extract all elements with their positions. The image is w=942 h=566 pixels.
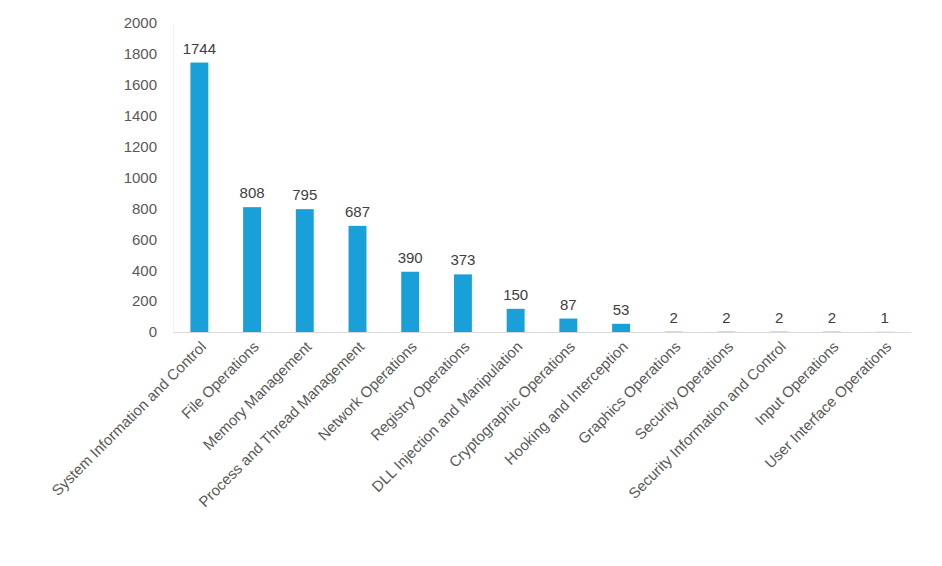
data-label: 150 [503,286,528,303]
x-tick-label: Network Operations [314,338,420,444]
bar [823,331,841,332]
y-tick-label: 200 [132,292,157,309]
plot: 0 200 400 600 800 1000 1200 1400 1600 1800 2000 Sys… [48,14,911,510]
y-tick: 800 [132,200,173,217]
data-label: 53 [613,301,630,318]
y-tick-label: 2000 [124,14,157,31]
data-label: 390 [398,249,423,266]
bar [349,226,367,332]
y-tick: 400 [132,262,173,279]
bar [507,309,525,332]
data-label: 373 [450,251,475,268]
data-label: 795 [292,186,317,203]
data-label: 687 [345,203,370,220]
y-tick: 2000 [124,14,173,31]
data-label: 2 [828,309,836,326]
x-axis: System Information and ControlFile Opera… [48,332,911,510]
bar [876,331,894,332]
data-label: 87 [560,296,577,313]
y-tick: 200 [132,292,173,309]
y-tick-label: 1200 [124,138,157,155]
y-tick-label: 1400 [124,107,157,124]
bar [770,331,788,332]
data-label: 2 [775,309,783,326]
y-tick-label: 1600 [124,76,157,93]
x-tick: Network Operations [314,332,420,444]
data-label: 2 [670,309,678,326]
y-axis-line [173,24,174,333]
data-label: 1 [880,309,888,326]
bar [718,331,736,332]
x-tick-label: Security Operations [631,338,736,443]
bar [612,324,630,332]
data-label: 808 [240,184,265,201]
bar [243,207,261,332]
data-label: 1744 [183,40,216,57]
bar [190,63,208,332]
y-tick: 1400 [124,107,173,124]
y-tick: 1800 [124,45,173,62]
x-tick: Registry Operations [367,332,473,444]
y-tick: 0 [149,323,173,340]
x-tick-label: User Interface Operations [761,338,894,471]
bar [559,319,577,332]
y-tick-label: 400 [132,262,157,279]
y-tick-label: 0 [149,323,157,340]
y-tick: 1600 [124,76,173,93]
x-tick: Graphics Operations [574,332,683,447]
y-tick: 1000 [124,169,173,186]
bar [401,272,419,332]
bar [665,331,683,332]
x-axis-line [174,332,912,333]
y-tick: 1200 [124,138,173,155]
y-tick: 600 [132,231,173,248]
data-label: 2 [722,309,730,326]
x-tick-label: System Information and Control [48,338,209,499]
chart: 0 200 400 600 800 1000 1200 1400 1600 1800 2000 Sys… [0,0,942,566]
bar [296,209,314,332]
y-tick-label: 1800 [124,45,157,62]
y-axis: 0 200 400 600 800 1000 1200 1400 1600 1800 2000 [124,14,174,340]
x-tick: User Interface Operations [761,332,894,471]
y-tick-label: 800 [132,200,157,217]
bars [190,63,893,332]
x-tick-label: Registry Operations [367,338,473,444]
bar [454,274,472,332]
data-labels: 1744 808 795 687 390 373 150 87 53 2 2 2 2 1 [183,40,889,326]
y-tick-label: 600 [132,231,157,248]
x-tick-label: Graphics Operations [574,338,683,447]
y-tick-label: 1000 [124,169,157,186]
x-tick: Security Operations [631,332,736,443]
